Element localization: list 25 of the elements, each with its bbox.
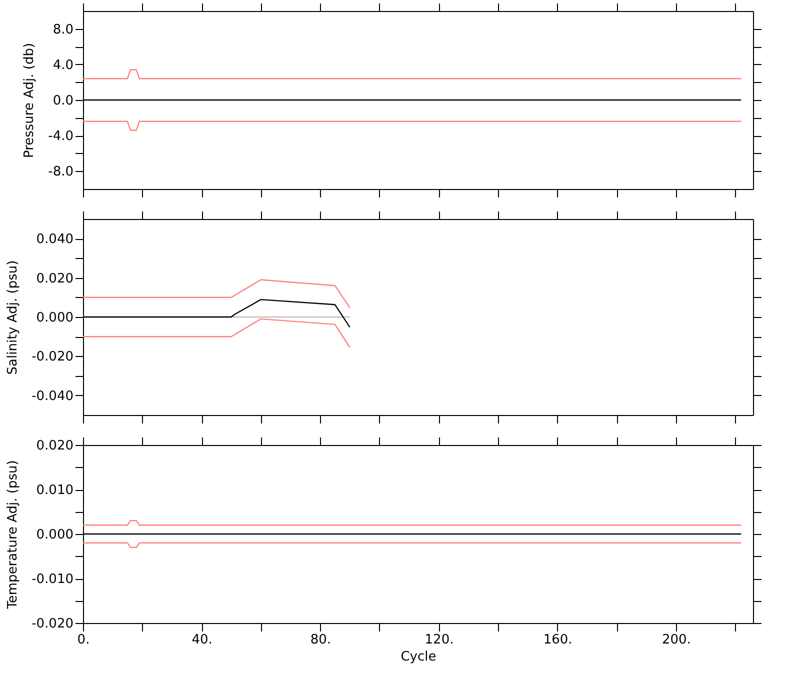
y-axis-title: Pressure Adj. (db) xyxy=(22,42,38,158)
x-tick-label: 160. xyxy=(543,632,572,648)
x-tick-label: 80. xyxy=(310,632,332,648)
y-axis-title: Temperature Adj. (psu) xyxy=(6,460,21,610)
y-tick-label: 0.040 xyxy=(36,232,74,248)
y-tick-label: 0.010 xyxy=(36,483,74,498)
y-tick-label: 8.0 xyxy=(52,22,74,38)
y-tick-label: 0.020 xyxy=(36,438,74,454)
y-axis-title: Salinity Adj. (psu) xyxy=(6,260,21,375)
x-tick-label: 120. xyxy=(424,632,454,648)
y-tick-label: -0.020 xyxy=(32,616,74,632)
x-tick-label: 200. xyxy=(662,632,691,648)
y-tick-label: -0.020 xyxy=(32,350,74,365)
y-tick-label: 0.000 xyxy=(36,528,74,542)
y-tick-label: 0.020 xyxy=(36,271,74,286)
y-tick-label: -8.0 xyxy=(48,164,74,180)
y-tick-label: -4.0 xyxy=(48,129,74,144)
y-tick-label: 0.000 xyxy=(36,310,74,326)
x-tick-label: 40. xyxy=(192,632,212,648)
y-tick-label: -0.010 xyxy=(32,572,74,587)
x-axis-title: Cycle xyxy=(400,650,436,664)
y-tick-label: 0.0 xyxy=(52,94,74,108)
y-tick-label: -0.040 xyxy=(32,388,74,404)
x-tick-label: 0. xyxy=(77,632,90,648)
y-tick-label: 4.0 xyxy=(52,58,74,73)
